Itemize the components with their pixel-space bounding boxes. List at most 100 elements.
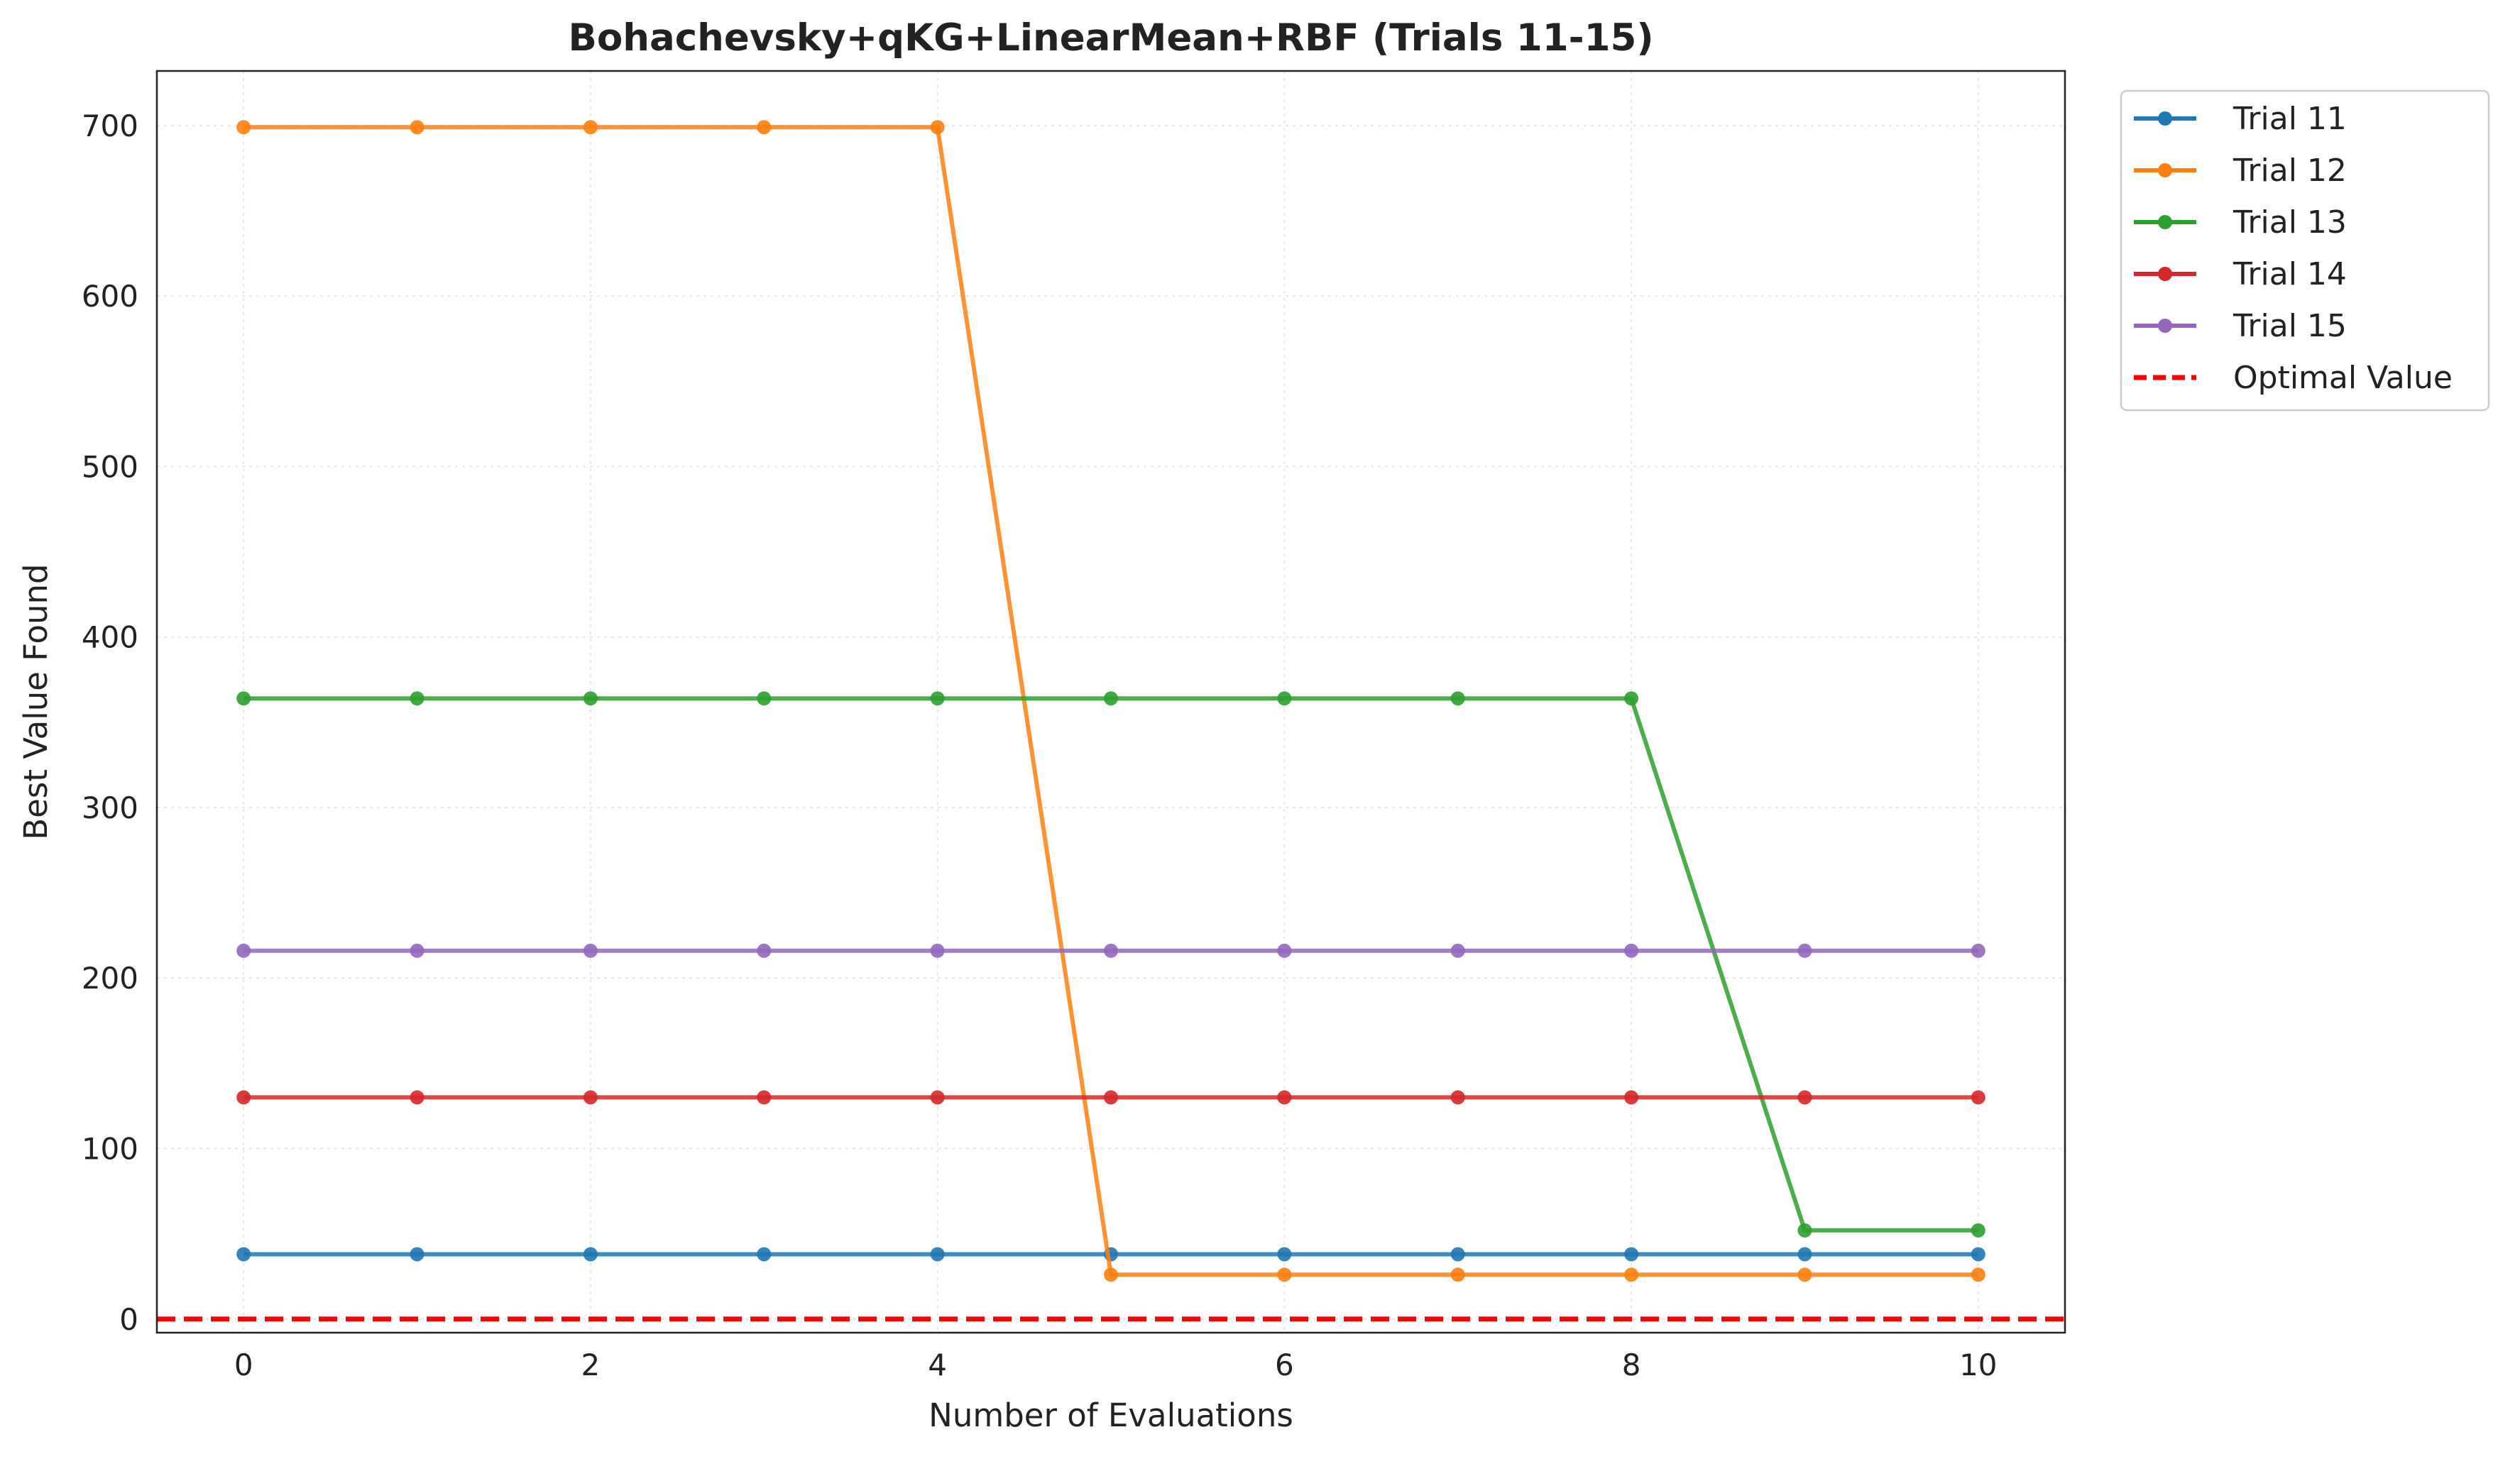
x-tick-label: 10 [1959, 1348, 1997, 1382]
series-trial-12 [236, 120, 1985, 1282]
data-point [1104, 943, 1118, 958]
data-point [236, 120, 251, 135]
data-point [1624, 943, 1639, 958]
legend-item: Trial 15 [2134, 308, 2347, 344]
series-trial-14 [236, 1090, 1985, 1105]
legend-label: Trial 13 [2233, 204, 2347, 241]
data-point [1624, 691, 1639, 706]
data-point [1450, 1267, 1465, 1282]
data-point [1624, 1247, 1639, 1262]
data-point [1971, 1267, 1985, 1282]
y-tick-label: 700 [82, 109, 138, 143]
data-point [1450, 691, 1465, 706]
legend-marker [2158, 215, 2172, 229]
y-tick-label: 600 [82, 279, 138, 314]
legend-item: Trial 11 [2134, 101, 2347, 137]
legend-marker [2158, 267, 2172, 281]
data-point [1104, 1090, 1118, 1105]
data-point [757, 691, 772, 706]
data-point [1277, 691, 1292, 706]
data-point [236, 691, 251, 706]
y-axis-label: Best Value Found [17, 563, 55, 839]
data-point [1971, 1090, 1985, 1105]
data-point [1797, 1247, 1812, 1262]
data-point [930, 943, 945, 958]
data-point [1450, 943, 1465, 958]
data-point [1277, 1090, 1292, 1105]
legend-label: Trial 14 [2233, 256, 2347, 292]
data-point [583, 120, 598, 135]
data-point [1797, 943, 1812, 958]
x-tick-label: 0 [234, 1348, 253, 1382]
legend-marker [2158, 163, 2172, 177]
data-point [930, 120, 945, 135]
data-point [1450, 1247, 1465, 1262]
series-trial-11 [236, 1247, 1985, 1262]
data-point [1971, 1247, 1985, 1262]
data-point [1277, 943, 1292, 958]
data-point [1104, 691, 1118, 706]
data-point [583, 943, 598, 958]
data-point [583, 1090, 598, 1105]
x-tick-label: 8 [1622, 1348, 1641, 1382]
data-point [1277, 1267, 1292, 1282]
legend-label: Trial 15 [2233, 308, 2347, 344]
series-layer [157, 120, 2065, 1322]
legend-marker [2158, 319, 2172, 333]
data-point [236, 943, 251, 958]
data-point [1450, 1090, 1465, 1105]
x-tick-label: 4 [928, 1348, 947, 1382]
y-tick-label: 500 [82, 449, 138, 484]
data-point [583, 691, 598, 706]
series-trial-15 [236, 943, 1985, 958]
data-point [236, 1090, 251, 1105]
legend-item: Trial 14 [2134, 256, 2347, 292]
plot-frame [155, 70, 2066, 1334]
data-point [1104, 1267, 1118, 1282]
data-point [1971, 1223, 1985, 1238]
legend-item: Trial 12 [2134, 153, 2347, 189]
data-point [930, 1247, 945, 1262]
data-point [410, 1090, 424, 1105]
legend-label: Trial 12 [2233, 153, 2347, 189]
x-tick-label: 2 [581, 1348, 601, 1382]
y-tick-label: 300 [82, 791, 138, 825]
data-point [1971, 943, 1985, 958]
data-point [757, 120, 772, 135]
legend-marker [2158, 111, 2172, 126]
y-tick-label: 100 [82, 1132, 138, 1167]
legend-item: Optimal Value [2134, 360, 2453, 396]
data-point [1624, 1267, 1639, 1282]
legend-label: Optimal Value [2233, 360, 2453, 396]
y-tick-label: 200 [82, 961, 138, 996]
legend-item: Trial 13 [2134, 204, 2347, 241]
data-point [930, 691, 945, 706]
data-point [1797, 1223, 1812, 1238]
x-tick-label: 6 [1275, 1348, 1294, 1382]
data-point [1797, 1267, 1812, 1282]
data-point [410, 120, 424, 135]
x-axis-label: Number of Evaluations [928, 1397, 1293, 1434]
y-tick-label: 400 [82, 620, 138, 655]
data-point [757, 1090, 772, 1105]
data-point [583, 1247, 598, 1262]
data-point [410, 943, 424, 958]
data-point [757, 943, 772, 958]
chart-title: Bohachevsky+qKG+LinearMean+RBF (Trials 1… [568, 16, 1653, 60]
data-point [930, 1090, 945, 1105]
y-tick-label: 0 [119, 1302, 138, 1337]
data-point [410, 691, 424, 706]
legend-label: Trial 11 [2233, 101, 2347, 137]
data-point [1624, 1090, 1639, 1105]
data-point [1797, 1090, 1812, 1105]
legend: Trial 11 Trial 12 Trial 13 Trial 14 Trial 15… [2120, 89, 2490, 412]
data-point [757, 1247, 772, 1262]
data-point [236, 1247, 251, 1262]
data-point [410, 1247, 424, 1262]
series-trial-13 [236, 691, 1985, 1238]
data-point [1277, 1247, 1292, 1262]
legend-frame [2120, 89, 2490, 412]
